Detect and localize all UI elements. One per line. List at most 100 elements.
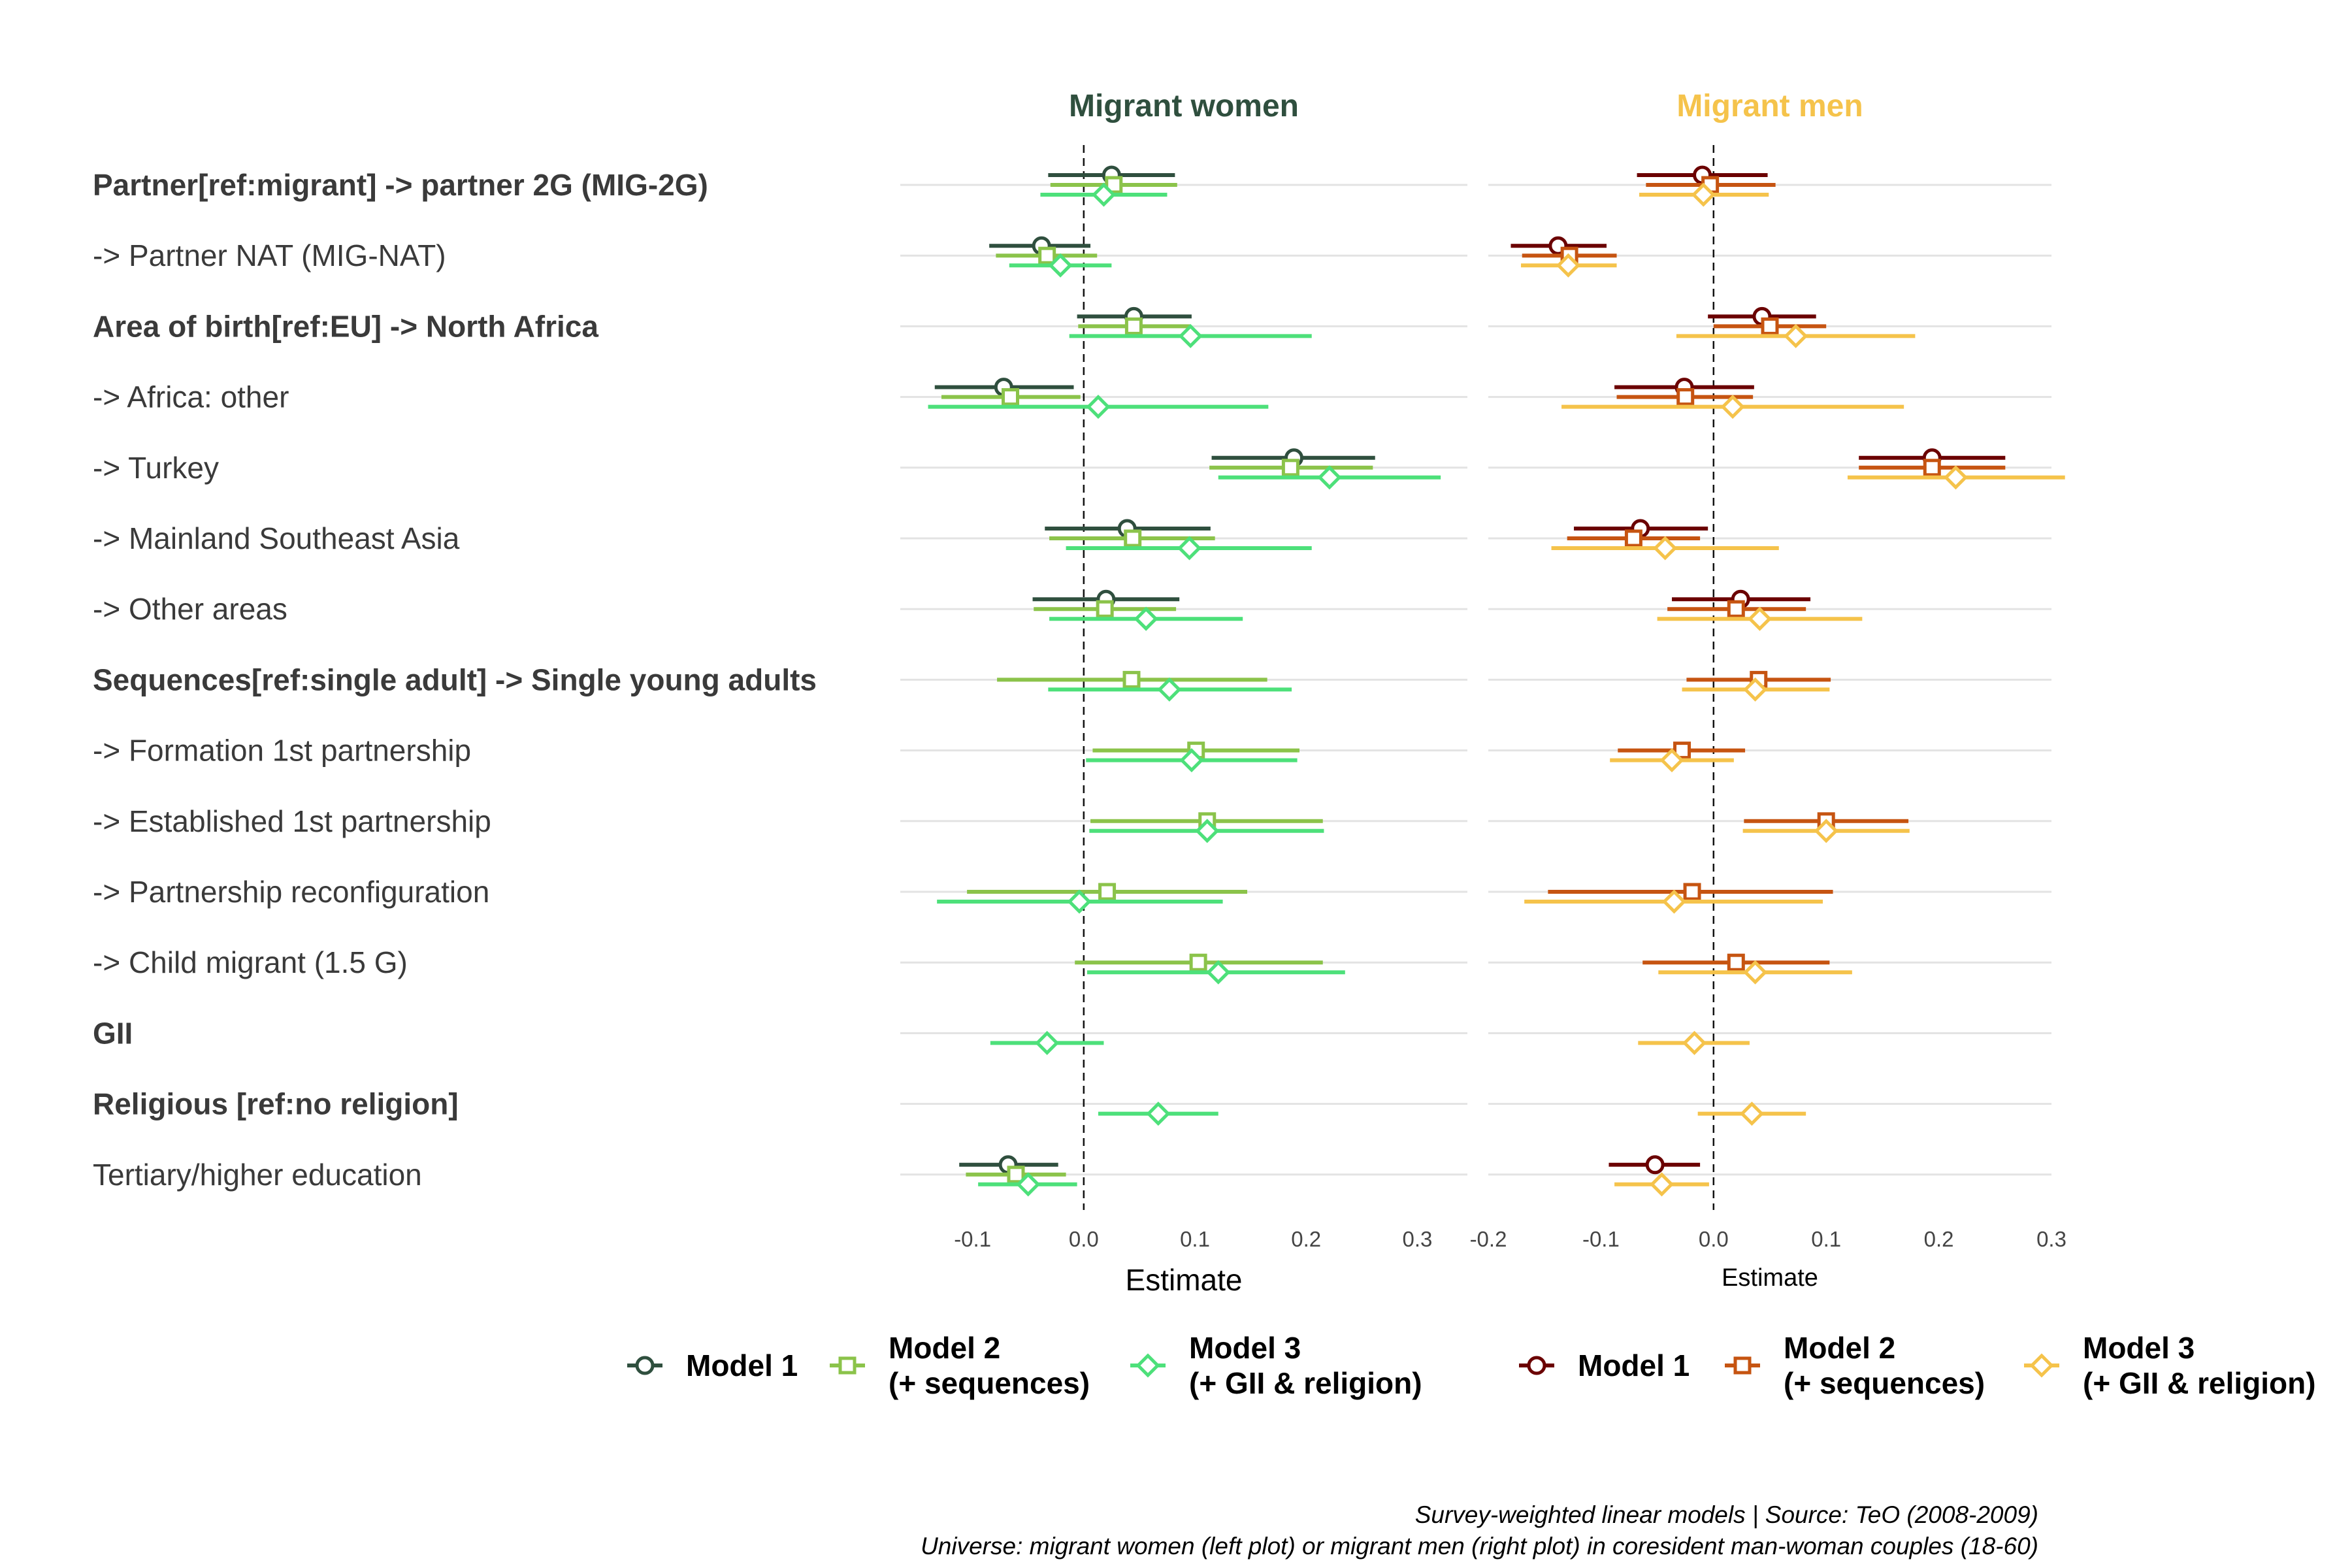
term-label: Sequences[ref:single adult] -> Single yo… (93, 662, 817, 696)
point-estimate (1122, 670, 1141, 689)
legend-key-marker (1135, 1353, 1160, 1378)
point-estimate (1206, 960, 1231, 985)
term-label: GII (93, 1016, 133, 1050)
plot-panels: Migrant women-0.1 0.0 0.1 0.2 0.3EstimateMig… (900, 89, 2066, 1297)
term-label: -> Child migrant (1.5 G) (93, 945, 408, 979)
x-axis-label: Estimate (1722, 1264, 1818, 1292)
panel-women: Migrant women -0.1 0.0 0.1 0.2 0.3 Estimate (900, 89, 1467, 1297)
point-estimate (1727, 600, 1745, 618)
point-estimate (1105, 176, 1123, 194)
point-estimate (1727, 953, 1745, 972)
point-estimate (1814, 819, 1838, 843)
term-label: Area of birth[ref:EU] -> North Africa (93, 309, 598, 343)
point-estimate (1001, 388, 1019, 406)
term-label: -> Formation 1st partnership (93, 734, 471, 768)
point-estimate (1098, 883, 1117, 901)
x-tick-label: 0.0 (1069, 1227, 1099, 1251)
point-estimate (1281, 459, 1299, 477)
point-estimate (1784, 323, 1808, 348)
x-tick-label: -0.1 (1582, 1227, 1620, 1251)
panel-title: Migrant men (1676, 89, 1863, 123)
point-estimate (1649, 1172, 1674, 1197)
legend-key-marker (1733, 1356, 1752, 1375)
x-tick-label: -0.1 (954, 1227, 991, 1251)
point-estimate (1035, 1030, 1060, 1055)
point-estimate (1086, 395, 1111, 419)
point-estimate (1038, 246, 1056, 265)
legend-key-marker (2029, 1353, 2054, 1378)
term-label: -> Other areas (93, 592, 287, 626)
point-estimate (1067, 889, 1092, 914)
point-estimate (1124, 317, 1143, 335)
point-estimate (1659, 748, 1684, 773)
term-label: -> Partner NAT (MIG-NAT) (93, 238, 446, 272)
point-estimate (1676, 388, 1695, 406)
point-estimate (1091, 182, 1116, 207)
term-labels: Partner[ref:migrant] -> partner 2G (MIG-… (93, 168, 817, 1192)
point-estimate (1682, 1030, 1707, 1055)
point-estimate (1653, 536, 1678, 561)
legend-label: Model 3 (+ GII & religion) (2083, 1331, 2316, 1400)
legend-key-marker (838, 1356, 857, 1375)
term-label: -> Turkey (93, 451, 219, 485)
series-circle (1511, 165, 2006, 1175)
point-estimate (1691, 182, 1716, 207)
legend-label: Model 2 (+ sequences) (889, 1331, 1090, 1400)
panel-men: Migrant men -0.2 -0.1 0.0 0.1 0.2 0.3 Estimate (1470, 89, 2066, 1292)
series-diamond (928, 182, 1441, 1197)
series-diamond (1520, 182, 2065, 1197)
point-estimate (1739, 1102, 1764, 1126)
point-estimate (1195, 819, 1220, 843)
x-tick-label: 0.2 (1291, 1227, 1321, 1251)
legend-label: Model 1 (686, 1348, 798, 1382)
legend-key-marker (1527, 1356, 1546, 1375)
point-estimate (1048, 253, 1073, 278)
x-tick-label: 0.3 (2036, 1227, 2066, 1251)
x-tick-label: -0.2 (1470, 1227, 1507, 1251)
x-tick-label: 0.1 (1180, 1227, 1210, 1251)
caption-line-1: Survey-weighted linear models | Source: … (1414, 1501, 2038, 1528)
point-estimate (1683, 883, 1701, 901)
point-estimate (1157, 677, 1182, 702)
panel-title: Migrant women (1069, 89, 1299, 123)
legend-label: Model 2 (+ sequences) (1784, 1331, 1985, 1400)
legend-label: Model 3 (+ GII & religion) (1189, 1331, 1422, 1400)
x-tick-label: 0.3 (1402, 1227, 1432, 1251)
point-estimate (1189, 953, 1207, 972)
term-label: Partner[ref:migrant] -> partner 2G (MIG-… (93, 168, 708, 202)
point-estimate (1673, 742, 1691, 760)
term-label: -> Partnership reconfiguration (93, 875, 489, 909)
point-estimate (1743, 677, 1768, 702)
point-estimate (1007, 1166, 1025, 1184)
legends: Model 1 Model 2 (+ sequences) Model 3 (+ GII… (627, 1331, 2316, 1400)
point-estimate (1177, 536, 1202, 561)
caption-line-2: Universe: migrant women (left plot) or m… (921, 1533, 2038, 1560)
point-estimate (1943, 465, 1968, 490)
series-square (1522, 176, 2006, 972)
legend-men: Model 1 Model 2 (+ sequences) Model 3 (+ GII… (1519, 1331, 2316, 1400)
point-estimate (1179, 748, 1204, 773)
point-estimate (1178, 323, 1203, 348)
term-label: -> Established 1st partnership (93, 804, 491, 838)
point-estimate (1743, 960, 1768, 985)
point-estimate (1134, 606, 1158, 631)
term-label: -> Africa: other (93, 380, 289, 414)
x-tick-label: 0.0 (1699, 1227, 1729, 1251)
x-tick-label: 0.1 (1811, 1227, 1841, 1251)
legend-label: Model 1 (1578, 1348, 1690, 1382)
term-label: Religious [ref:no religion] (93, 1087, 459, 1121)
point-estimate (1124, 529, 1142, 547)
point-estimate (1720, 395, 1745, 419)
point-estimate (1761, 317, 1779, 335)
point-estimate (1645, 1155, 1665, 1175)
x-tick-label: 0.2 (1924, 1227, 1954, 1251)
point-estimate (1016, 1172, 1041, 1197)
legend-key-marker (635, 1356, 655, 1375)
legend-women: Model 1 Model 2 (+ sequences) Model 3 (+ GII… (627, 1331, 1422, 1400)
point-estimate (1146, 1102, 1171, 1126)
point-estimate (1747, 606, 1772, 631)
point-estimate (1923, 459, 1941, 477)
term-label: Tertiary/higher education (93, 1158, 422, 1192)
term-label: -> Mainland Southeast Asia (93, 521, 460, 555)
point-estimate (1317, 465, 1342, 490)
